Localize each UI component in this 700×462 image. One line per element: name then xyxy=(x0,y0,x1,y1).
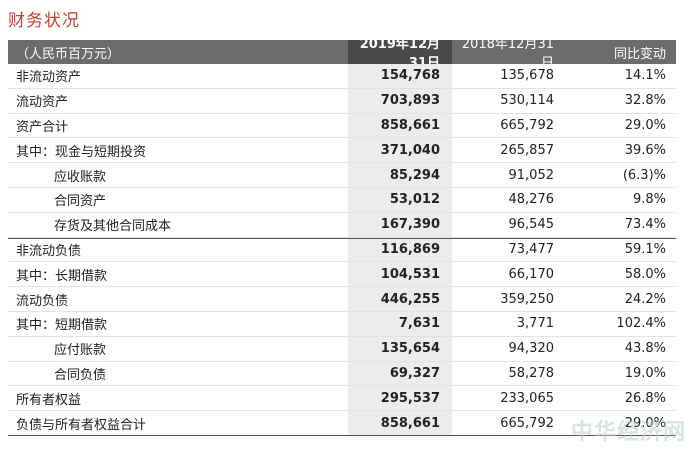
row-value-yoy: 59.1% xyxy=(624,242,666,258)
table-row: 合同负债 69,327 58,278 19.0% xyxy=(8,361,676,387)
row-value-2019: 116,869 xyxy=(348,238,452,262)
row-label: 非流动负债 xyxy=(16,244,82,260)
row-value-2019: 858,661 xyxy=(348,411,452,435)
row-value-2018: 233,065 xyxy=(500,390,554,406)
row-value-yoy: 43.8% xyxy=(624,341,666,357)
row-value-2019: 371,040 xyxy=(348,138,452,163)
row-value-2018: 96,545 xyxy=(508,217,555,233)
row-label: 合同负债 xyxy=(54,367,107,383)
row-value-yoy: 29.0% xyxy=(624,415,666,431)
table-row: 流动负债 446,255 359,250 24.2% xyxy=(8,287,676,312)
header-col-2018: 2018年12月31日 xyxy=(461,37,554,71)
row-value-yoy: 39.6% xyxy=(624,142,666,158)
header-col-yoy: 同比变动 xyxy=(613,46,666,62)
row-value-2019: 135,654 xyxy=(348,336,452,361)
row-value-yoy: (6.3)% xyxy=(622,167,666,183)
row-value-yoy: 26.8% xyxy=(624,390,666,406)
row-value-2019: 69,327 xyxy=(348,361,452,386)
table-row: 非流动负债 116,869 73,477 59.1% xyxy=(8,237,676,263)
row-value-2018: 94,320 xyxy=(508,341,555,357)
row-value-2019: 154,768 xyxy=(348,64,452,88)
row-value-2019: 446,255 xyxy=(348,287,452,311)
row-label: 其中：现金与短期投资 xyxy=(16,144,147,160)
row-value-2018: 265,857 xyxy=(500,142,554,158)
row-value-yoy: 24.2% xyxy=(624,291,666,307)
row-value-2019: 104,531 xyxy=(348,262,452,287)
header-unit-label: （人民币百万元） xyxy=(16,46,121,62)
table-row: 负债与所有者权益合计 858,661 665,792 29.0% xyxy=(8,411,676,436)
table-row: 存货及其他合同成本 167,390 96,545 73.4% xyxy=(8,212,676,238)
row-value-2018: 530,114 xyxy=(500,93,554,109)
table-header: （人民币百万元） 2019年12月31日 2018年12月31日 同比变动 xyxy=(8,37,676,71)
table-row: 应付账款 135,654 94,320 43.8% xyxy=(8,336,676,362)
row-label: 其中：长期借款 xyxy=(16,268,108,284)
table-row: 合同资产 53,012 48,276 9.8% xyxy=(8,187,676,213)
row-value-yoy: 19.0% xyxy=(624,365,666,381)
page-title: 财务状况 xyxy=(8,11,80,31)
row-value-yoy: 73.4% xyxy=(624,217,666,233)
table-row: 其中：长期借款 104,531 66,170 58.0% xyxy=(8,262,676,288)
row-label: 存货及其他合同成本 xyxy=(54,219,172,235)
financial-table: （人民币百万元） 2019年12月31日 2018年12月31日 同比变动 非流… xyxy=(8,37,676,436)
table-row: 非流动资产 154,768 135,678 14.1% xyxy=(8,64,676,89)
row-label: 合同资产 xyxy=(54,194,107,210)
row-value-yoy: 32.8% xyxy=(624,93,666,109)
header-col-2019: 2019年12月31日 xyxy=(348,37,452,71)
row-value-2019: 703,893 xyxy=(348,88,452,113)
row-label: 应付账款 xyxy=(54,343,107,359)
row-value-2019: 85,294 xyxy=(348,163,452,187)
row-value-yoy: 102.4% xyxy=(616,316,666,332)
row-value-2018: 91,052 xyxy=(508,167,555,183)
row-value-yoy: 29.0% xyxy=(624,117,666,133)
row-value-yoy: 14.1% xyxy=(624,68,666,84)
row-value-yoy: 9.8% xyxy=(632,192,666,208)
row-label: 资产合计 xyxy=(16,119,69,135)
row-label: 其中：短期借款 xyxy=(16,318,108,334)
row-value-2018: 359,250 xyxy=(500,291,554,307)
table-row: 应收账款 85,294 91,052 (6.3)% xyxy=(8,163,676,188)
row-label: 流动负债 xyxy=(16,293,69,309)
row-value-2018: 58,278 xyxy=(508,365,555,381)
row-value-2018: 48,276 xyxy=(508,192,555,208)
row-label: 非流动资产 xyxy=(16,70,82,86)
row-value-2019: 167,390 xyxy=(348,212,452,237)
row-label: 应收账款 xyxy=(54,169,107,185)
row-value-yoy: 58.0% xyxy=(624,266,666,282)
row-label: 所有者权益 xyxy=(16,392,82,408)
table-row: 所有者权益 295,537 233,065 26.8% xyxy=(8,386,676,412)
table-row: 其中：短期借款 7,631 3,771 102.4% xyxy=(8,311,676,337)
table-row: 资产合计 858,661 665,792 29.0% xyxy=(8,113,676,139)
row-value-2019: 7,631 xyxy=(348,311,452,336)
row-value-2019: 858,661 xyxy=(348,113,452,138)
row-value-2018: 665,792 xyxy=(500,415,554,431)
row-value-2018: 66,170 xyxy=(508,266,555,282)
row-label: 负债与所有者权益合计 xyxy=(16,417,147,433)
row-value-2018: 135,678 xyxy=(500,68,554,84)
row-value-2019: 53,012 xyxy=(348,187,452,212)
row-value-2018: 3,771 xyxy=(516,316,554,332)
row-value-2019: 295,537 xyxy=(348,386,452,411)
table-row: 流动资产 703,893 530,114 32.8% xyxy=(8,88,676,114)
row-value-2018: 73,477 xyxy=(508,242,555,258)
table-row: 其中：现金与短期投资 371,040 265,857 39.6% xyxy=(8,138,676,164)
row-label: 流动资产 xyxy=(16,95,69,111)
row-value-2018: 665,792 xyxy=(500,117,554,133)
